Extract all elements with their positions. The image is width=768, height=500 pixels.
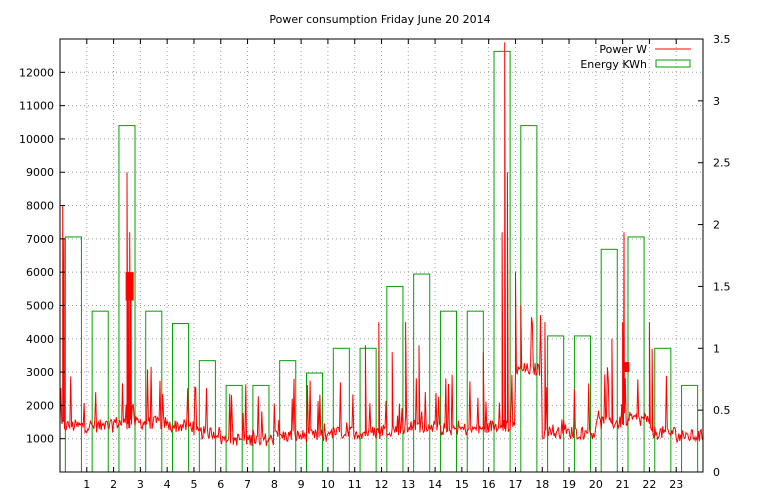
x-tick-label: 14	[428, 478, 442, 491]
y-tick-label: 9000	[26, 166, 54, 179]
x-tick-label: 16	[482, 478, 496, 491]
y-tick-label: 7000	[26, 233, 54, 246]
x-tick-label: 6	[217, 478, 224, 491]
power-line	[59, 42, 704, 447]
x-tick-label: 23	[669, 478, 683, 491]
x-tick-label: 8	[271, 478, 278, 491]
y-tick-label: 10000	[19, 133, 54, 146]
x-tick-label: 12	[375, 478, 389, 491]
power-block	[622, 362, 630, 373]
y-tick-label: 1000	[26, 433, 54, 446]
legend: Power W Energy KWh	[580, 43, 691, 71]
y2-tick-label: 3	[713, 95, 720, 108]
x-tick-label: 21	[616, 478, 630, 491]
y-tick-label: 8000	[26, 200, 54, 213]
power-line-layer	[59, 42, 704, 447]
y-tick-label: 5000	[26, 299, 54, 312]
x-tick-label: 19	[562, 478, 576, 491]
legend-label-energy: Energy KWh	[580, 58, 647, 71]
y2-tick-label: 1.5	[713, 280, 731, 293]
y2-tick-label: 1	[713, 342, 720, 355]
y-tick-label: 11000	[19, 100, 54, 113]
x-tick-label: 11	[348, 478, 362, 491]
y-tick-label: 2000	[26, 399, 54, 412]
x-tick-label: 5	[190, 478, 197, 491]
x-tick-label: 13	[401, 478, 415, 491]
legend-label-power: Power W	[599, 43, 647, 56]
x-tick-label: 22	[642, 478, 656, 491]
y2-tick-label: 0.5	[713, 404, 731, 417]
power-block	[125, 272, 134, 301]
y-tick-label: 4000	[26, 333, 54, 346]
y2-tick-label: 2.5	[713, 157, 731, 170]
x-tick-label: 18	[535, 478, 549, 491]
grid-layer	[60, 39, 703, 472]
x-tick-label: 10	[321, 478, 335, 491]
x-tick-label: 17	[508, 478, 522, 491]
y-tick-label: 12000	[19, 66, 54, 79]
chart-title: Power consumption Friday June 20 2014	[269, 13, 490, 26]
y2-tick-label: 3.5	[713, 33, 731, 46]
y2-tick-label: 2	[713, 219, 720, 232]
y-tick-label: 6000	[26, 266, 54, 279]
legend-swatch-energy	[655, 59, 691, 68]
x-tick-label: 15	[455, 478, 469, 491]
x-tick-label: 1	[83, 478, 90, 491]
x-tick-label: 20	[589, 478, 603, 491]
axis-layer: 1 2 3 4 5 6 7 8 9 10 11 12 13 14 15 16 17 18 19 20 21 22 23100…	[19, 33, 731, 491]
x-tick-label: 9	[298, 478, 305, 491]
x-tick-label: 2	[110, 478, 117, 491]
x-tick-label: 3	[137, 478, 144, 491]
x-tick-label: 4	[164, 478, 171, 491]
y-tick-label: 3000	[26, 366, 54, 379]
x-tick-label: 7	[244, 478, 251, 491]
y2-tick-label: 0	[713, 466, 720, 479]
